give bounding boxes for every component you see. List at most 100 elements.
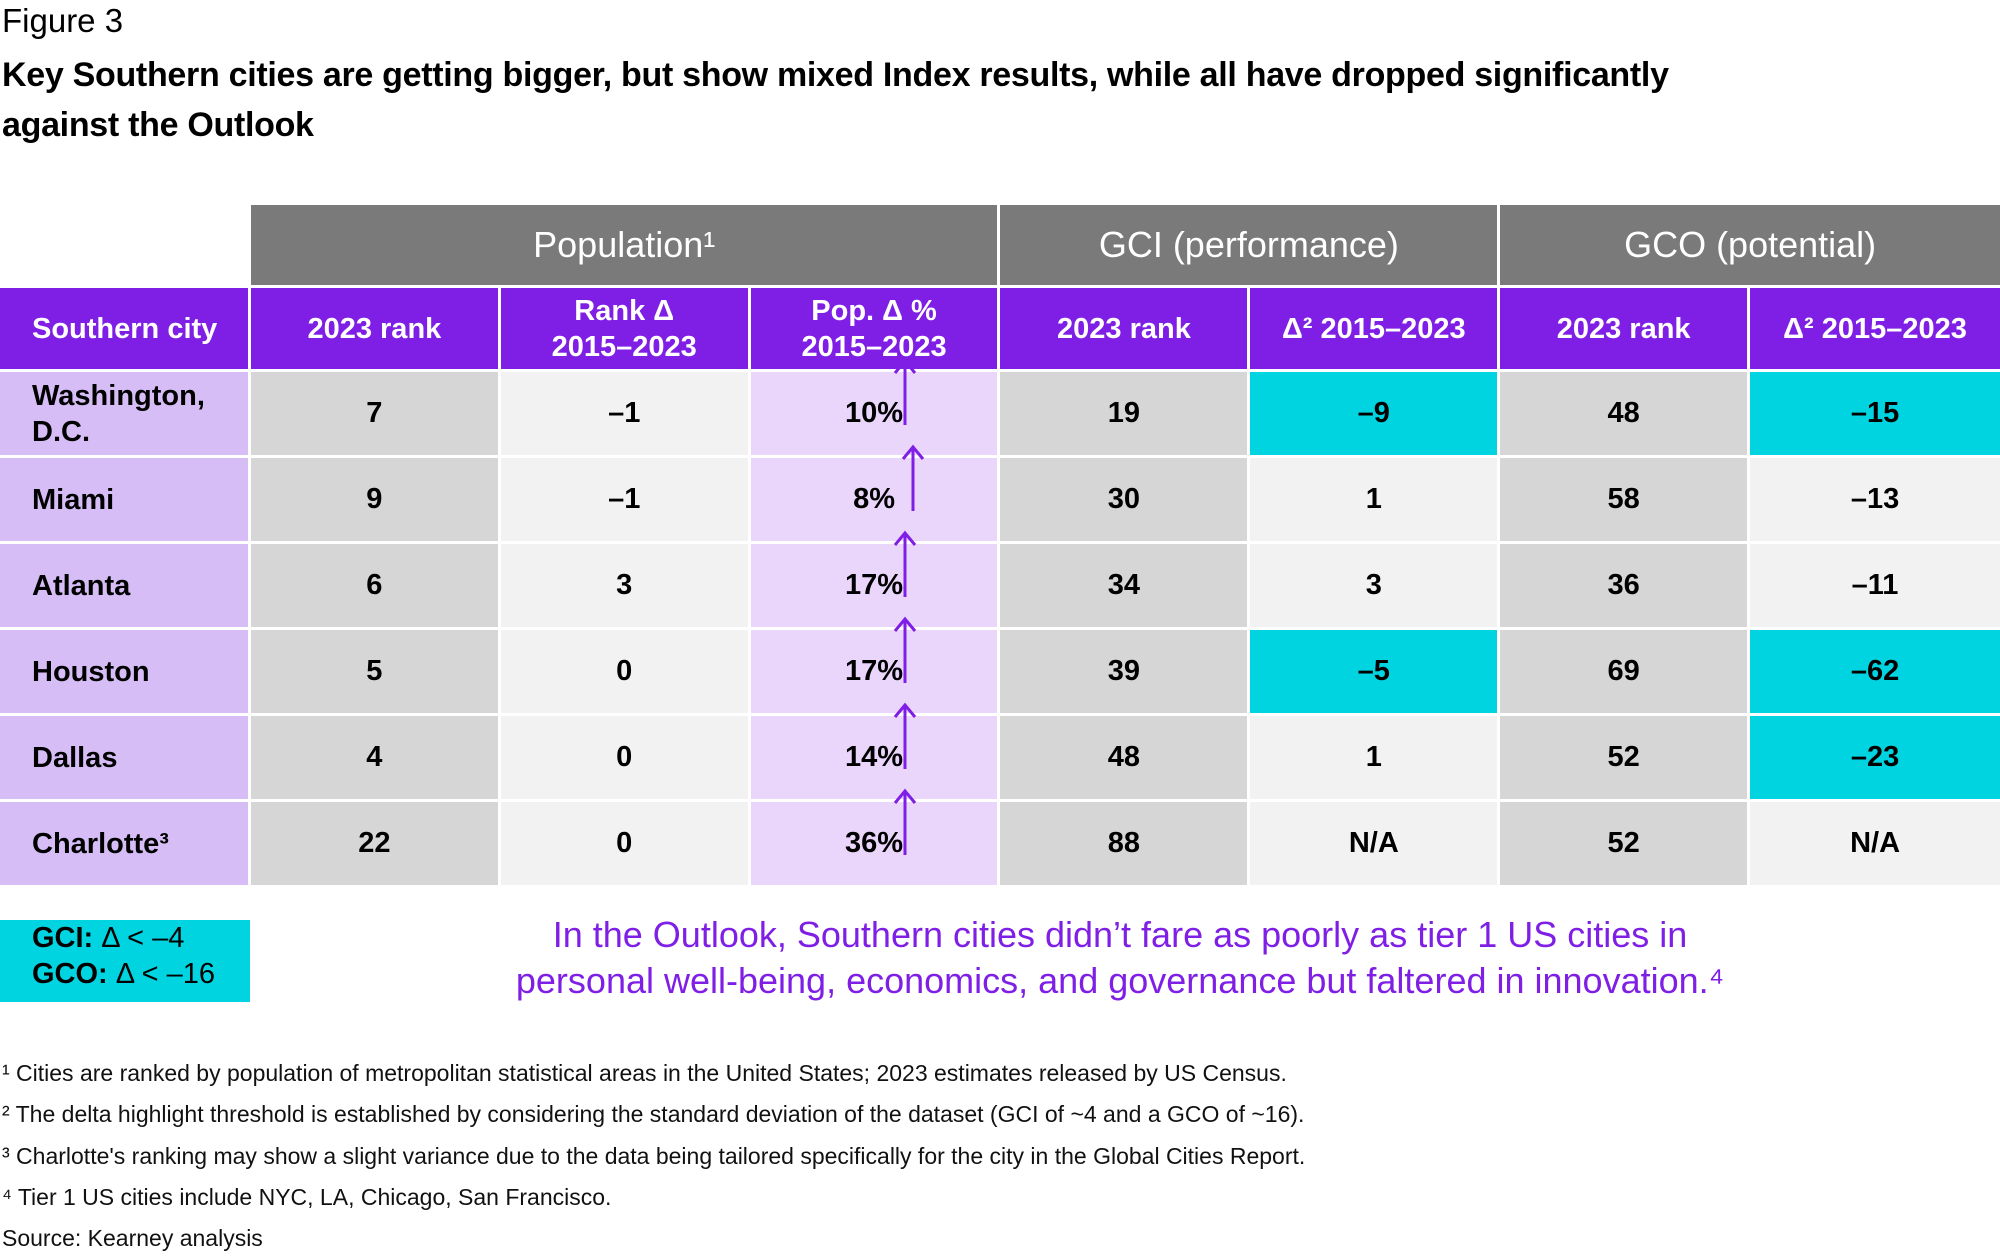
pop-delta-wrap: 10% [845, 358, 917, 430]
city-name-cell: Washington, D.C. [0, 372, 248, 455]
pop-rank-cell: 6 [250, 544, 498, 627]
gci-rank-cell: 88 [1000, 802, 1248, 885]
gco-rank-cell: 36 [1500, 544, 1748, 627]
source-note: Source: Kearney analysis [2, 1225, 263, 1251]
city-name-line-1: Atlanta [32, 569, 131, 602]
pop-rank-cell: 4 [250, 716, 498, 799]
footnote-2: ² The delta highlight threshold is estab… [2, 1101, 1305, 1127]
col-header-pop-delta: Pop. Δ % 2015–2023 [750, 288, 998, 369]
footnote-4: ⁴ Tier 1 US cities include NYC, LA, Chic… [2, 1184, 612, 1210]
gci-delta-cell: 3 [1250, 544, 1498, 627]
city-name-cell: Atlanta [0, 544, 248, 627]
gco-delta-cell: –11 [1750, 544, 2000, 627]
rank-delta-cell: 0 [500, 630, 748, 713]
pop-rank-cell: 22 [250, 802, 498, 885]
pop-delta-wrap: 17% [845, 616, 917, 688]
city-name-cell: Dallas [0, 716, 248, 799]
chart-title-line-2: against the Outlook [2, 106, 314, 144]
pop-rank-cell: 9 [250, 458, 498, 541]
table-row: Atlanta 6 3 17% 34 3 36 –11 [0, 530, 2000, 627]
gco-delta-cell: –15 [1750, 372, 2000, 455]
col-header-gci-rank: 2023 rank [1000, 288, 1248, 369]
gci-rank-cell: 30 [1000, 458, 1248, 541]
table-row: Dallas 4 0 14% 48 1 52 –23 [0, 702, 2000, 799]
rank-delta-cell: 3 [500, 544, 748, 627]
outlook-callout: In the Outlook, Southern cities didn’t f… [430, 912, 1810, 1004]
legend-gci-label: GCI: [32, 922, 94, 954]
city-name-line-2: D.C. [32, 415, 90, 448]
gci-delta-cell: –5 [1250, 630, 1498, 713]
column-header-row: Southern city 2023 rank Rank Δ 2015–2023… [0, 288, 2000, 369]
pop-delta-value: 10% [845, 397, 904, 429]
col-header-gco-rank: 2023 rank [1500, 288, 1748, 369]
pop-delta-cell: 10% [750, 358, 998, 455]
pop-rank-cell: 5 [250, 630, 498, 713]
legend-gco: GCO: Δ < –16 [32, 958, 215, 991]
footnote-3: ³ Charlotte's ranking may show a slight … [2, 1143, 1306, 1169]
col-header-city: Southern city [0, 288, 248, 369]
highlight-legend: GCI: Δ < –4 GCO: Δ < –16 [0, 920, 250, 1002]
pop-delta-wrap: 14% [845, 702, 917, 774]
legend-gco-label: GCO: [32, 958, 108, 990]
city-name-line-1: Dallas [32, 741, 118, 774]
table-body: Washington, D.C. 7 –1 10% 19 –9 48 –15 Miami 9 –1 8%… [0, 358, 2000, 885]
gci-rank-cell: 34 [1000, 544, 1248, 627]
up-arrow-icon [893, 616, 917, 683]
pop-delta-cell: 8% [750, 444, 998, 541]
gci-rank-cell: 48 [1000, 716, 1248, 799]
gco-rank-cell: 58 [1500, 458, 1748, 541]
up-arrow-icon [893, 530, 917, 597]
gci-delta-cell: 1 [1250, 458, 1498, 541]
gco-delta-cell: –13 [1750, 458, 2000, 541]
up-arrow-icon [893, 788, 917, 855]
rank-delta-cell: 0 [500, 802, 748, 885]
gci-rank-cell: 19 [1000, 372, 1248, 455]
city-name-line-1: Houston [32, 655, 150, 688]
group-header-population: Population¹ [250, 205, 998, 285]
pop-delta-value: 17% [845, 655, 904, 687]
chart-title-line-1: Key Southern cities are getting bigger, … [2, 56, 1669, 94]
col-header-rank-delta: Rank Δ 2015–2023 [500, 288, 748, 369]
table-row: Miami 9 –1 8% 30 1 58 –13 [0, 444, 2000, 541]
gco-rank-cell: 52 [1500, 802, 1748, 885]
table-row: Charlotte³ 22 0 36% 88 N/A 52 N/A [0, 788, 2000, 885]
pop-delta-value: 14% [845, 741, 904, 773]
gci-delta-cell: –9 [1250, 372, 1498, 455]
city-name-line-1: Charlotte³ [32, 827, 169, 860]
callout-line-2: personal well-being, economics, and gove… [515, 960, 1725, 1001]
pop-delta-value: 8% [853, 483, 896, 515]
col-header-gco-delta: Δ² 2015–2023 [1750, 288, 2000, 369]
city-name-line-1: Washington, [32, 379, 205, 412]
pop-delta-cell: 14% [750, 702, 998, 799]
pop-delta-wrap: 36% [845, 788, 917, 860]
city-name-cell: Houston [0, 630, 248, 713]
rank-delta-cell: –1 [500, 458, 748, 541]
gci-rank-cell: 39 [1000, 630, 1248, 713]
table-row: Houston 5 0 17% 39 –5 69 –62 [0, 616, 2000, 713]
pop-delta-cell: 17% [750, 616, 998, 713]
legend-gci: GCI: Δ < –4 [32, 922, 184, 955]
pop-rank-cell: 7 [250, 372, 498, 455]
gco-rank-cell: 48 [1500, 372, 1748, 455]
up-arrow-icon [893, 702, 917, 769]
table-row: Washington, D.C. 7 –1 10% 19 –9 48 –15 [0, 358, 2000, 455]
gco-delta-cell: –62 [1750, 630, 2000, 713]
gci-delta-cell: N/A [1250, 802, 1498, 885]
pop-delta-cell: 17% [750, 530, 998, 627]
rank-delta-cell: 0 [500, 716, 748, 799]
data-table: Population¹ GCI (performance) GCO (poten… [0, 202, 2000, 888]
group-header-row: Population¹ GCI (performance) GCO (poten… [0, 205, 2000, 285]
pop-delta-value: 36% [845, 827, 904, 859]
legend-gci-rule: Δ < –4 [101, 922, 185, 954]
rank-delta-cell: –1 [500, 372, 748, 455]
col-header-rank-delta-line1: Rank Δ [574, 294, 675, 327]
group-header-gci: GCI (performance) [1000, 205, 1498, 285]
callout-line-1: In the Outlook, Southern cities didn’t f… [552, 914, 1688, 955]
legend-gco-rule: Δ < –16 [115, 958, 215, 990]
header-blank-cell [0, 205, 248, 285]
gco-rank-cell: 52 [1500, 716, 1748, 799]
chart-title: Key Southern cities are getting bigger, … [2, 50, 1962, 150]
pop-delta-wrap: 17% [845, 530, 917, 602]
gco-rank-cell: 69 [1500, 630, 1748, 713]
col-header-rank-delta-line2: 2015–2023 [551, 330, 697, 363]
